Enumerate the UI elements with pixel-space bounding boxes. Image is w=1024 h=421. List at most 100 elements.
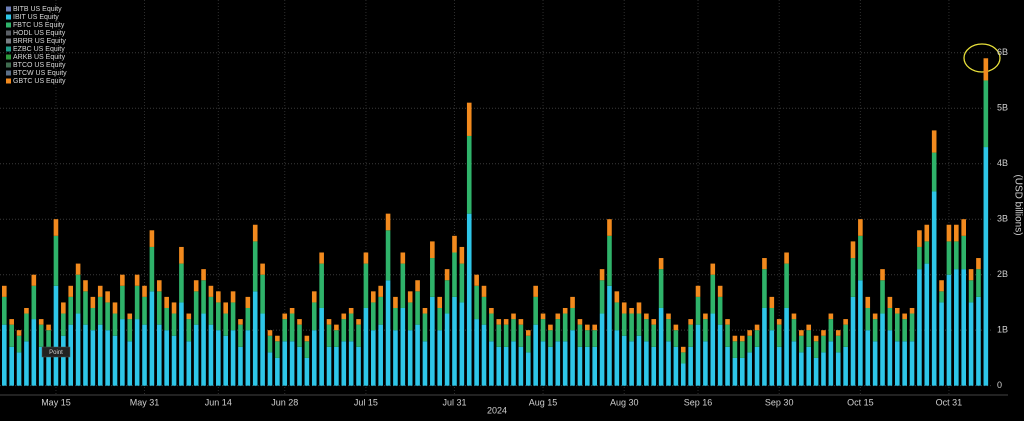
bar-segment bbox=[142, 296, 147, 325]
bar-segment bbox=[53, 219, 59, 236]
bar-segment bbox=[828, 313, 834, 320]
bar-segment bbox=[363, 263, 369, 308]
bar-segment bbox=[917, 269, 922, 386]
bar-segment bbox=[348, 307, 354, 314]
legend-label: BTCO US Equity bbox=[13, 62, 66, 69]
bar-segment bbox=[703, 313, 708, 320]
bar-segment bbox=[9, 319, 14, 325]
bar-segment bbox=[489, 313, 494, 342]
bar-segment bbox=[267, 330, 273, 336]
bar-segment bbox=[791, 313, 797, 320]
bar-segment bbox=[658, 258, 664, 270]
bar-segment bbox=[740, 335, 745, 342]
bar-segment bbox=[31, 285, 37, 320]
bar-segment bbox=[931, 152, 937, 192]
bar-segment bbox=[555, 341, 561, 386]
bar-segment bbox=[297, 319, 302, 325]
bar-segment bbox=[909, 341, 915, 386]
bar-segment bbox=[38, 346, 44, 386]
bar-segment bbox=[887, 296, 893, 308]
bar-segment bbox=[540, 341, 546, 386]
bar-segment bbox=[171, 302, 177, 314]
bar-segment bbox=[762, 269, 767, 308]
bar-segment bbox=[562, 341, 568, 386]
bar-segment bbox=[540, 319, 546, 342]
bar-segment bbox=[260, 313, 265, 386]
bar-segment bbox=[437, 307, 443, 331]
bar-segment bbox=[481, 324, 487, 386]
bar-segment bbox=[245, 296, 251, 308]
bar-segment bbox=[850, 296, 856, 386]
bar-segment bbox=[68, 285, 74, 297]
bar-segment bbox=[186, 313, 192, 320]
bar-segment bbox=[894, 307, 900, 314]
bar-segment bbox=[835, 330, 841, 336]
bar-segment bbox=[688, 319, 693, 325]
legend-label: FBTC US Equity bbox=[13, 22, 65, 29]
bar-segment bbox=[275, 335, 280, 342]
bar-segment bbox=[452, 296, 457, 386]
bar-segment bbox=[319, 307, 324, 386]
bar-segment bbox=[747, 352, 752, 386]
bar-segment bbox=[489, 307, 494, 314]
bar-segment bbox=[821, 352, 826, 386]
bar-segment bbox=[319, 252, 324, 264]
bar-segment bbox=[784, 307, 789, 386]
y-tick-label: 4B bbox=[997, 158, 1008, 168]
bar-segment bbox=[525, 335, 531, 353]
bar-segment bbox=[592, 324, 597, 331]
bar-segment bbox=[179, 246, 184, 264]
bar-segment bbox=[112, 313, 118, 336]
bar-segment bbox=[120, 319, 125, 386]
bar-segment bbox=[230, 291, 236, 303]
bar-segment bbox=[422, 313, 428, 342]
bar-segment bbox=[865, 307, 871, 331]
bar-segment bbox=[651, 324, 657, 347]
highlight-circle bbox=[963, 43, 1001, 73]
bar-segment bbox=[83, 280, 88, 292]
bar-segment bbox=[105, 291, 110, 303]
bar-segment bbox=[636, 302, 642, 314]
bar-segment bbox=[378, 296, 383, 325]
x-tick-label: Aug 30 bbox=[610, 397, 639, 407]
bar-segment bbox=[644, 319, 649, 342]
bar-segment bbox=[740, 357, 745, 386]
bar-segment bbox=[533, 296, 538, 325]
x-tick-label: Aug 15 bbox=[529, 397, 558, 407]
bar-segment bbox=[585, 324, 590, 331]
bar-segment bbox=[400, 263, 406, 308]
bar-segment bbox=[931, 191, 937, 386]
bar-segment bbox=[230, 330, 236, 386]
bar-segment bbox=[577, 324, 583, 347]
bar-segment bbox=[252, 241, 258, 292]
bar-segment bbox=[695, 324, 701, 386]
bar-segment bbox=[407, 291, 413, 303]
bar-segment bbox=[747, 335, 752, 353]
bar-segment bbox=[725, 324, 730, 347]
bar-segment bbox=[267, 352, 273, 386]
bar-segment bbox=[666, 319, 671, 342]
bar-segment bbox=[946, 224, 952, 242]
bar-segment bbox=[385, 230, 391, 281]
bar-segment bbox=[282, 319, 288, 342]
bar-segment bbox=[9, 324, 14, 347]
bar-segment bbox=[378, 285, 383, 297]
bar-segment bbox=[407, 302, 413, 331]
bar-segment bbox=[105, 302, 110, 331]
y-tick-label: 5B bbox=[997, 103, 1008, 113]
bar-segment bbox=[75, 274, 81, 314]
bar-segment bbox=[348, 313, 354, 342]
bar-segment bbox=[46, 324, 51, 331]
bar-segment bbox=[289, 313, 295, 342]
bar-segment bbox=[894, 341, 900, 386]
bar-segment bbox=[97, 285, 103, 297]
bar-segment bbox=[703, 319, 708, 342]
bar-segment bbox=[821, 335, 826, 353]
bar-segment bbox=[415, 291, 420, 325]
bar-segment bbox=[525, 330, 531, 336]
bar-segment bbox=[533, 285, 538, 297]
x-tick-label: Sep 30 bbox=[765, 397, 794, 407]
bar-segment bbox=[156, 291, 162, 325]
bar-segment bbox=[83, 324, 88, 386]
bar-segment bbox=[156, 324, 162, 386]
